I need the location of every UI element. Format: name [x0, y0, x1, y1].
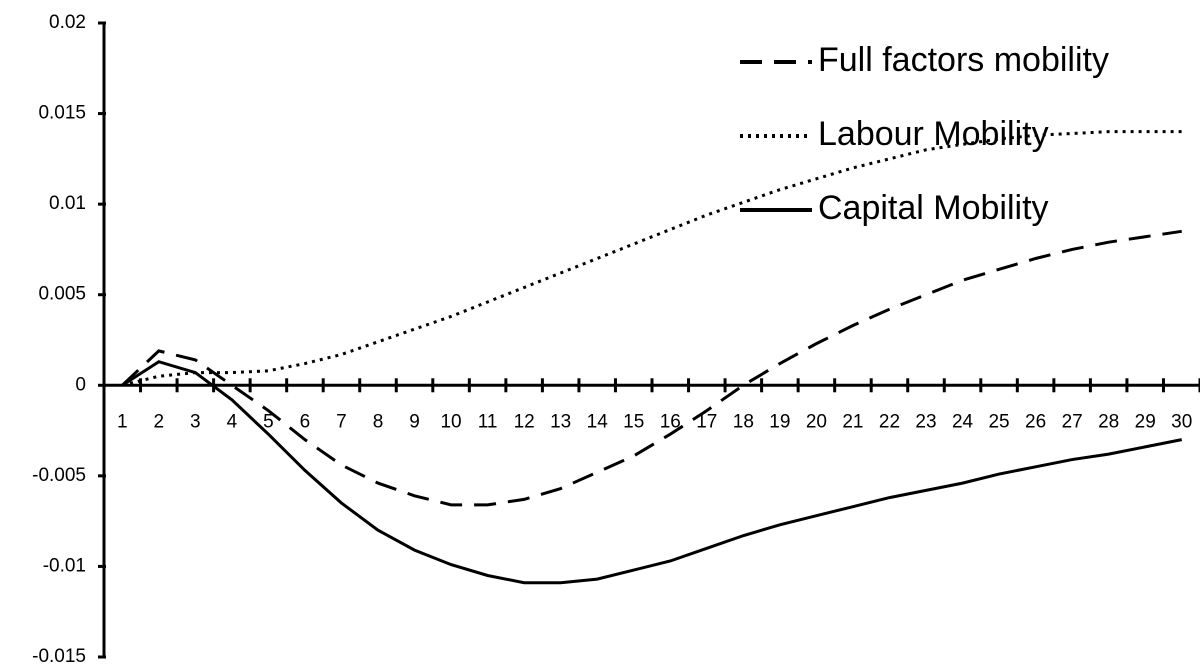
y-tick-label: 0 [75, 374, 86, 395]
x-tick-label: 7 [336, 411, 347, 432]
x-tick-label: 28 [1098, 411, 1119, 432]
y-tick-label: 0.02 [49, 12, 86, 33]
x-tick-label: 27 [1062, 411, 1083, 432]
x-tick-label: 5 [263, 411, 274, 432]
x-tick-label: 29 [1135, 411, 1156, 432]
y-tick-label: -0.015 [32, 646, 86, 664]
x-tick-label: 17 [696, 411, 717, 432]
x-tick-label: 11 [478, 411, 498, 432]
x-tick-label: 8 [373, 411, 384, 432]
x-tick-label: 30 [1171, 411, 1192, 432]
x-tick-label: 4 [227, 411, 238, 432]
series-line [121, 229, 1182, 507]
y-tick-label: 0.005 [38, 284, 86, 305]
legend-label: Full factors mobility [818, 41, 1109, 79]
x-tick-label: 9 [409, 411, 420, 432]
x-tick-label: 13 [550, 411, 571, 432]
x-tick-label: 21 [842, 411, 863, 432]
series-line [121, 130, 1182, 387]
x-tick-label: 22 [879, 411, 900, 432]
x-tick-label: 25 [988, 411, 1009, 432]
x-tick-label: 23 [915, 411, 936, 432]
x-tick-label: 10 [440, 411, 461, 432]
series-line [121, 360, 1183, 585]
y-tick-label: 0.015 [38, 103, 86, 124]
x-tick-label: 14 [587, 411, 609, 432]
x-tick-label: 15 [623, 411, 644, 432]
y-tick-label: -0.01 [43, 555, 86, 576]
legend-label: Labour Mobility [818, 115, 1049, 153]
x-tick-label: 20 [806, 411, 827, 432]
y-tick-label: 0.01 [49, 193, 86, 214]
x-tick-label: 24 [952, 411, 974, 432]
x-tick-label: 1 [117, 411, 128, 432]
x-tick-label: 2 [154, 411, 165, 432]
legend-label: Capital Mobility [818, 189, 1049, 227]
x-tick-label: 16 [660, 411, 681, 432]
x-tick-label: 18 [733, 411, 754, 432]
y-tick-label: -0.005 [32, 465, 86, 486]
x-tick-label: 3 [190, 411, 201, 432]
x-tick-label: 6 [300, 411, 311, 432]
x-tick-label: 26 [1025, 411, 1046, 432]
x-tick-label: 19 [769, 411, 790, 432]
x-tick-label: 12 [514, 411, 535, 432]
